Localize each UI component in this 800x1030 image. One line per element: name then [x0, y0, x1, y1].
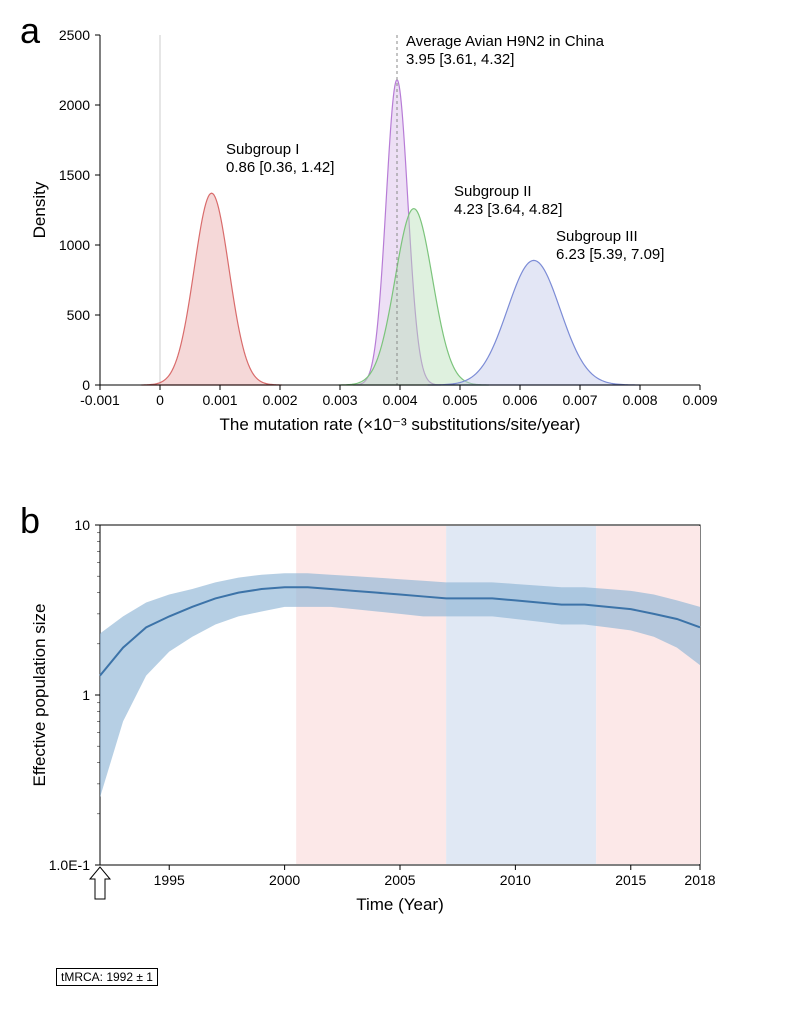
svg-text:0.009: 0.009 — [682, 392, 717, 408]
svg-text:Subgroup I: Subgroup I — [226, 141, 299, 158]
svg-text:6.23 [5.39, 7.09]: 6.23 [5.39, 7.09] — [556, 246, 664, 263]
svg-text:10: 10 — [74, 517, 90, 533]
panel-b: b 1995200020052010201520181.0E-1110Time … — [20, 510, 780, 980]
svg-text:2000: 2000 — [269, 872, 300, 888]
svg-text:Effective population size: Effective population size — [30, 603, 49, 786]
svg-text:0.001: 0.001 — [202, 392, 237, 408]
svg-text:The mutation rate (×10⁻³ subst: The mutation rate (×10⁻³ substitutions/s… — [220, 415, 581, 434]
svg-text:2015: 2015 — [615, 872, 646, 888]
panel-b-label: b — [20, 500, 40, 542]
svg-text:Time (Year): Time (Year) — [356, 895, 444, 914]
svg-text:1: 1 — [82, 687, 90, 703]
svg-text:2000: 2000 — [59, 97, 90, 113]
svg-text:2005: 2005 — [384, 872, 415, 888]
tmrca-label: tMRCA: 1992 ± 1 — [56, 968, 158, 986]
svg-text:2018: 2018 — [684, 872, 715, 888]
svg-text:1.0E-1: 1.0E-1 — [49, 857, 90, 873]
svg-text:2500: 2500 — [59, 27, 90, 43]
svg-text:0: 0 — [156, 392, 164, 408]
svg-text:3.95 [3.61, 4.32]: 3.95 [3.61, 4.32] — [406, 51, 514, 68]
svg-text:Density: Density — [30, 181, 49, 238]
svg-text:0.002: 0.002 — [262, 392, 297, 408]
svg-text:Average Avian H9N2 in China: Average Avian H9N2 in China — [406, 33, 605, 50]
svg-text:2010: 2010 — [500, 872, 531, 888]
svg-text:0.005: 0.005 — [442, 392, 477, 408]
panel-a-chart: -0.00100.0010.0020.0030.0040.0050.0060.0… — [20, 20, 720, 450]
svg-text:1500: 1500 — [59, 167, 90, 183]
panel-b-chart: 1995 2000 2005 2010 2015 2018 1.0E-1 1 10 Time (Y… — [20, 510, 720, 940]
svg-text:0.003: 0.003 — [322, 392, 357, 408]
svg-text:4.23 [3.64, 4.82]: 4.23 [3.64, 4.82] — [454, 201, 562, 218]
panel-a-label: a — [20, 10, 40, 52]
svg-text:1000: 1000 — [59, 237, 90, 253]
svg-text:Subgroup II: Subgroup II — [454, 183, 532, 200]
svg-text:0: 0 — [82, 377, 90, 393]
panel-a: a -0.00100.0010.0020.0030.0040.0050.0060… — [20, 20, 780, 480]
svg-text:1995: 1995 — [154, 872, 185, 888]
svg-text:0.007: 0.007 — [562, 392, 597, 408]
svg-text:0.86 [0.36, 1.42]: 0.86 [0.36, 1.42] — [226, 159, 334, 176]
svg-text:0.006: 0.006 — [502, 392, 537, 408]
svg-text:-0.001: -0.001 — [80, 392, 120, 408]
svg-text:500: 500 — [67, 307, 91, 323]
svg-text:0.008: 0.008 — [622, 392, 657, 408]
svg-text:0.004: 0.004 — [382, 392, 417, 408]
svg-text:Subgroup III: Subgroup III — [556, 228, 638, 245]
